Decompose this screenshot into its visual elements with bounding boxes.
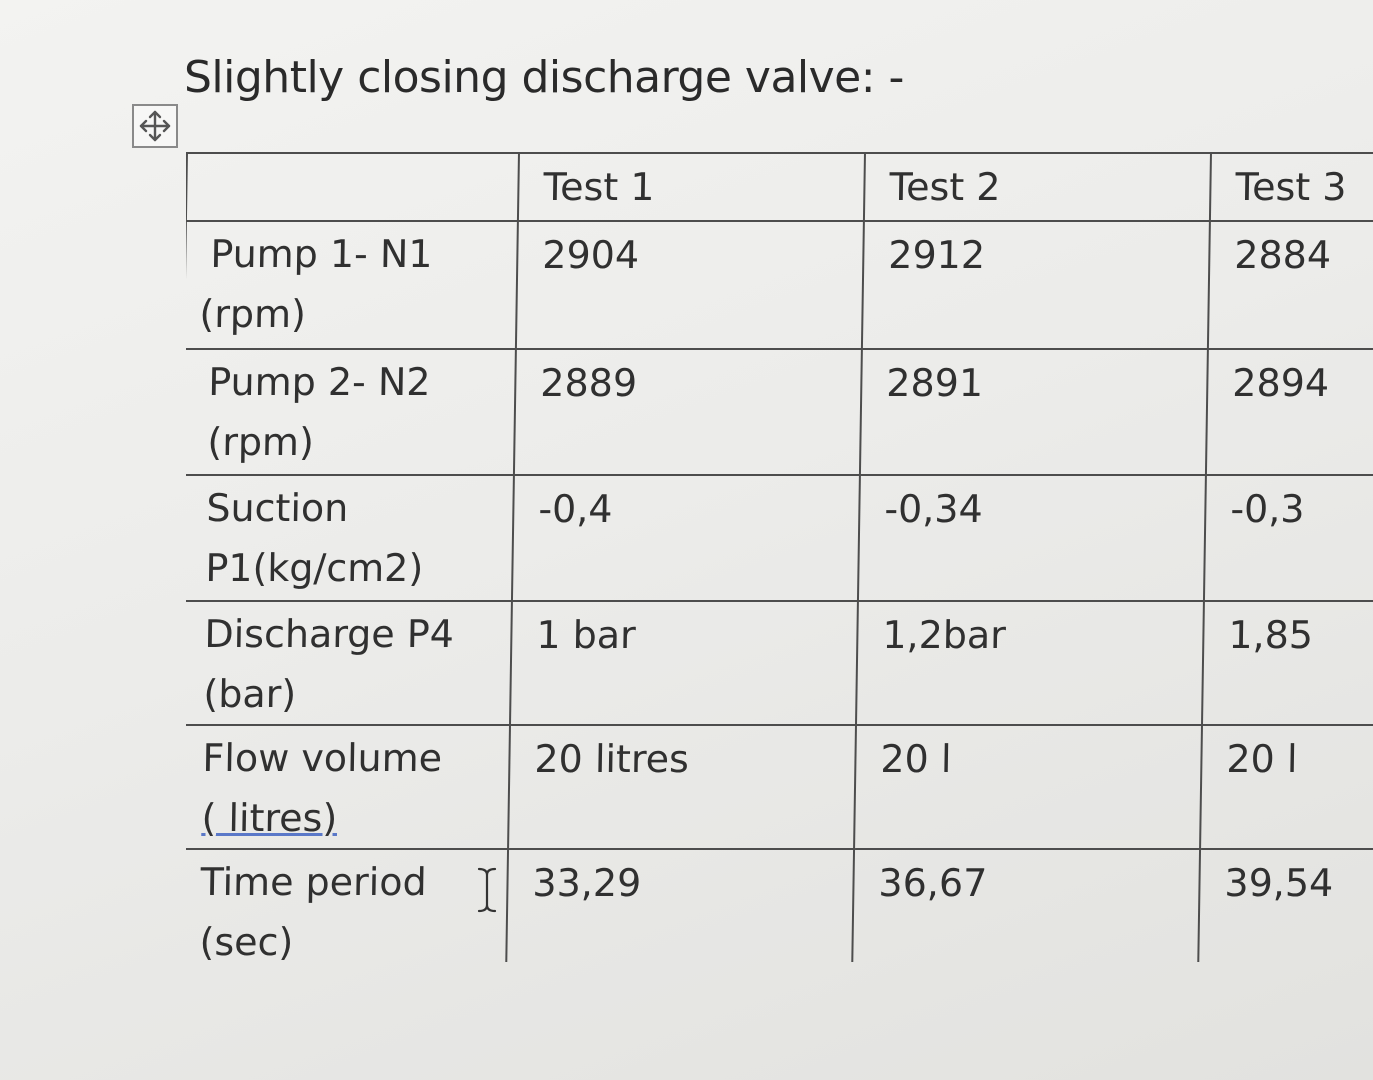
- table-header-row: Test 1 Test 2 Test 3: [186, 153, 1373, 221]
- table-row: Flow volume ( litres) 20 litres 20 l 20 …: [186, 725, 1373, 849]
- row-label-unit: P1(kg/cm2): [205, 546, 424, 590]
- section-heading: Slightly closing discharge valve: -: [184, 52, 904, 103]
- table-viewport: Test 1 Test 2 Test 3 Pump 1- N1 (rpm) 29…: [186, 152, 1373, 962]
- four-arrow-move-icon: [139, 110, 171, 142]
- row-label-unit: (rpm): [199, 292, 307, 336]
- row-label-discharge[interactable]: Discharge P4 (bar): [186, 601, 512, 725]
- row-label-time-period[interactable]: Time period (sec): [186, 849, 509, 962]
- table-move-handle[interactable]: [132, 104, 178, 148]
- table-cell[interactable]: 1,85: [1201, 601, 1373, 725]
- table-cell[interactable]: 20 l: [854, 725, 1202, 849]
- table-row: Pump 2- N2 (rpm) 2889 2891 2894: [186, 349, 1373, 475]
- header-cell-test-2[interactable]: Test 2: [863, 153, 1211, 221]
- table-cell[interactable]: 36,67: [851, 849, 1201, 962]
- table-row: Time period (sec) 33,29 36,67 39,54: [186, 849, 1373, 962]
- row-label-line: Time period: [200, 860, 428, 904]
- table-cell[interactable]: 2904: [515, 221, 864, 349]
- table-cell[interactable]: 2884: [1207, 221, 1373, 349]
- row-label-flow-volume[interactable]: Flow volume ( litres): [186, 725, 510, 849]
- row-label-unit: ( litres): [201, 796, 338, 840]
- table-cell[interactable]: -0,3: [1203, 475, 1373, 601]
- i-beam-cursor-icon: [477, 867, 497, 913]
- table-cell[interactable]: 20 litres: [508, 725, 856, 849]
- table-cell[interactable]: -0,34: [857, 475, 1206, 601]
- table-cell[interactable]: 33,29: [505, 849, 855, 962]
- header-cell-test-3[interactable]: Test 3: [1209, 153, 1373, 221]
- header-cell-test-1[interactable]: Test 1: [517, 153, 865, 221]
- table-row: Suction P1(kg/cm2) -0,4 -0,34 -0,3: [186, 475, 1373, 601]
- table-cell[interactable]: 1 bar: [509, 601, 858, 725]
- table-cell[interactable]: 2891: [859, 349, 1208, 475]
- header-cell-empty[interactable]: [186, 153, 519, 221]
- table-cell[interactable]: 39,54: [1197, 849, 1373, 962]
- row-label-line: Discharge P4: [204, 612, 455, 656]
- row-label-line: Pump 2- N2: [208, 360, 431, 404]
- row-label-line: Suction: [206, 486, 349, 530]
- row-label-suction[interactable]: Suction P1(kg/cm2): [186, 475, 514, 601]
- table-cell[interactable]: 2894: [1205, 349, 1373, 475]
- row-label-line: Flow volume: [202, 736, 443, 780]
- row-label-line: Pump 1- N1: [210, 232, 433, 276]
- table-cell[interactable]: 2912: [861, 221, 1210, 349]
- row-label-pump-2[interactable]: Pump 2- N2 (rpm): [186, 349, 516, 475]
- table-row: Pump 1- N1 (rpm) 2904 2912 2884: [186, 221, 1373, 349]
- row-label-unit: (rpm): [207, 420, 315, 464]
- row-label-pump-1[interactable]: Pump 1- N1 (rpm): [186, 221, 518, 349]
- table-row: Discharge P4 (bar) 1 bar 1,2bar 1,85: [186, 601, 1373, 725]
- table-cell[interactable]: 20 l: [1200, 725, 1373, 849]
- table-cell[interactable]: 1,2bar: [855, 601, 1204, 725]
- table-cell[interactable]: -0,4: [511, 475, 860, 601]
- row-label-unit: (bar): [203, 672, 297, 716]
- measurement-table: Test 1 Test 2 Test 3 Pump 1- N1 (rpm) 29…: [186, 152, 1373, 962]
- row-label-unit-wrap: (sec): [198, 912, 496, 962]
- table-cell[interactable]: 2889: [513, 349, 862, 475]
- row-label-unit: (sec): [199, 920, 294, 962]
